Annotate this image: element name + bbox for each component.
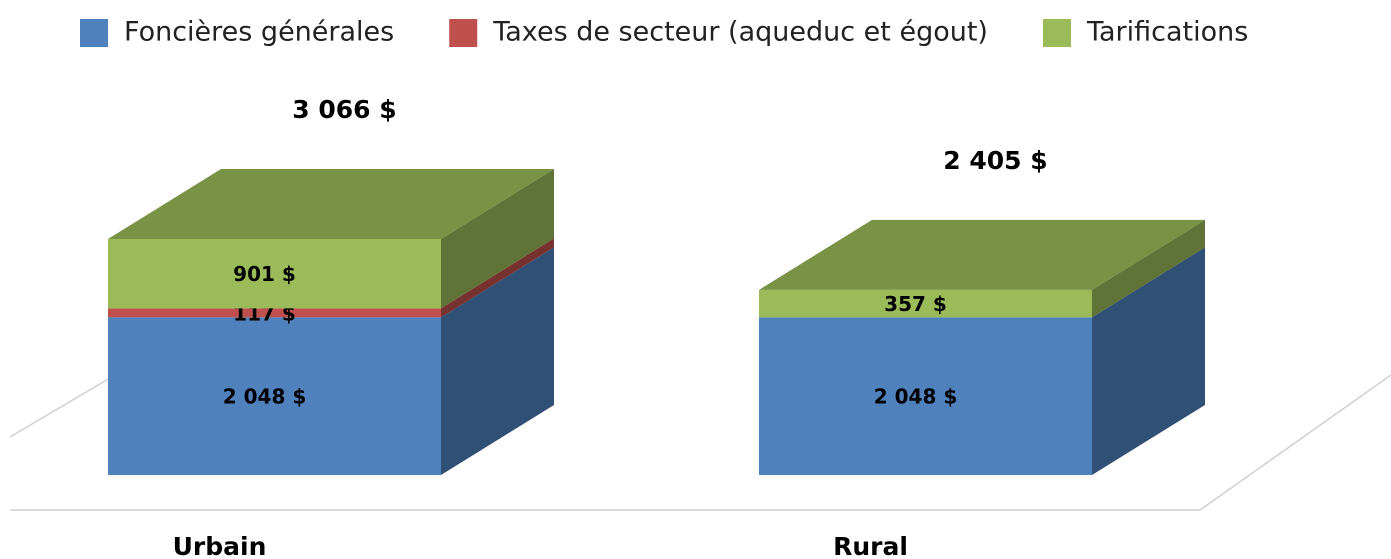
bar-top <box>759 219 1205 290</box>
value-label: 2 048 $ <box>223 385 307 409</box>
legend-swatch <box>1042 19 1071 47</box>
x-tick-label: Urbain <box>173 532 267 559</box>
legend-swatch <box>449 19 478 47</box>
bar-side <box>441 247 554 475</box>
legend-label: Foncières générales <box>124 17 394 48</box>
total-label: 3 066 $ <box>292 95 396 124</box>
total-label: 2 405 $ <box>943 146 1047 175</box>
legend-label: Taxes de secteur (aqueduc et égout) <box>492 17 988 48</box>
floor-edge <box>9 377 111 438</box>
floor-edge <box>10 374 1391 511</box>
value-label: 2 048 $ <box>874 385 958 409</box>
floor <box>9 374 1391 511</box>
bar-side <box>441 238 554 318</box>
bar-side <box>441 169 554 309</box>
legend-label: Tarifications <box>1086 17 1248 48</box>
bar-front <box>759 317 1092 475</box>
value-label: 357 $ <box>884 292 947 316</box>
bar-front <box>759 289 1092 318</box>
value-label: 901 $ <box>233 262 296 286</box>
legend-swatch <box>80 19 108 47</box>
bar-front <box>108 308 441 318</box>
x-tick-label: Rural <box>833 532 908 559</box>
bar-top <box>108 169 554 239</box>
bar-side <box>1092 247 1205 475</box>
bar-side <box>1092 219 1205 318</box>
bar-front <box>108 239 441 309</box>
bar-front <box>108 317 441 475</box>
